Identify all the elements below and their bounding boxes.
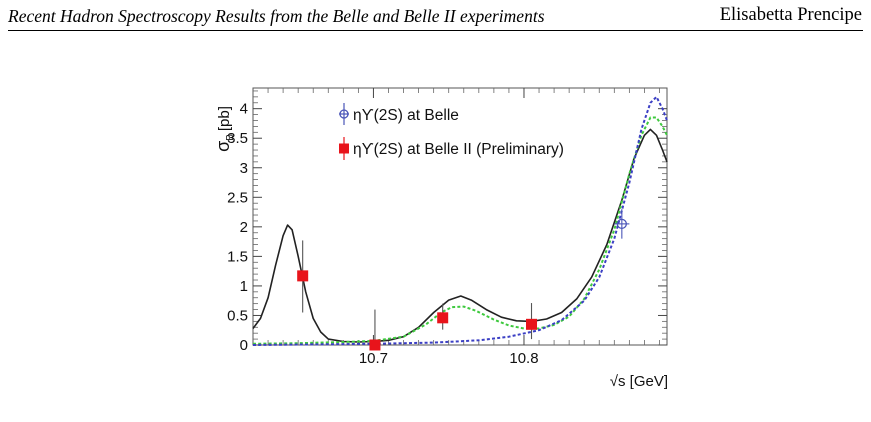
legend-label-belle: ηϒ(2S) at Belle bbox=[353, 107, 459, 124]
y-tick-label: 1 bbox=[240, 278, 248, 295]
y-tick-label: 4 bbox=[240, 101, 248, 118]
fit-curve-total bbox=[252, 128, 668, 343]
y-tick-label: 2.5 bbox=[227, 189, 248, 206]
x-axis-label: √s [GeV] bbox=[610, 373, 668, 390]
chart-legend: ηϒ(2S) at Belle ηϒ(2S) at Belle II (Prel… bbox=[339, 103, 564, 160]
y-axis-label: σB[pb] bbox=[213, 106, 236, 152]
fit-curve-green bbox=[252, 116, 668, 345]
running-header-author: Elisabetta Prencipe bbox=[719, 5, 862, 25]
legend-label-belle2: ηϒ(2S) at Belle II (Preliminary) bbox=[353, 141, 564, 158]
y-tick-label: 3.5 bbox=[227, 130, 248, 147]
running-header-title: Recent Hadron Spectroscopy Results from … bbox=[8, 6, 545, 26]
x-tick-label: 10.8 bbox=[509, 350, 538, 367]
belle2-data-point bbox=[297, 270, 309, 282]
fit-curves bbox=[252, 95, 668, 346]
legend-marker-filled-square bbox=[339, 143, 349, 154]
y-tick-label: 0 bbox=[240, 337, 248, 354]
belle2-data-point bbox=[437, 312, 449, 324]
y-tick-label: 0.5 bbox=[227, 307, 248, 324]
plot-frame bbox=[252, 87, 668, 346]
legend-marker-open-circle bbox=[339, 109, 349, 119]
legend-entry-belle: ηϒ(2S) at Belle bbox=[339, 103, 459, 125]
chart-axes: 0 0.5 1 1.5 2 2.5 3 3.5 4 10.7 10.8 bbox=[227, 87, 668, 367]
belle-data-point bbox=[616, 218, 627, 230]
header-rule bbox=[8, 30, 863, 31]
data-points bbox=[297, 209, 630, 351]
y-tick-label: 3 bbox=[240, 160, 248, 177]
x-tick-label: 10.7 bbox=[359, 350, 388, 367]
axis-labels: σB[pb] √s [GeV] bbox=[213, 106, 668, 390]
belle2-data-point bbox=[369, 339, 381, 351]
legend-entry-belle2: ηϒ(2S) at Belle II (Preliminary) bbox=[339, 137, 564, 160]
y-tick-label: 2 bbox=[240, 219, 248, 236]
belle2-data-point bbox=[526, 318, 538, 330]
y-tick-label: 1.5 bbox=[227, 248, 248, 265]
